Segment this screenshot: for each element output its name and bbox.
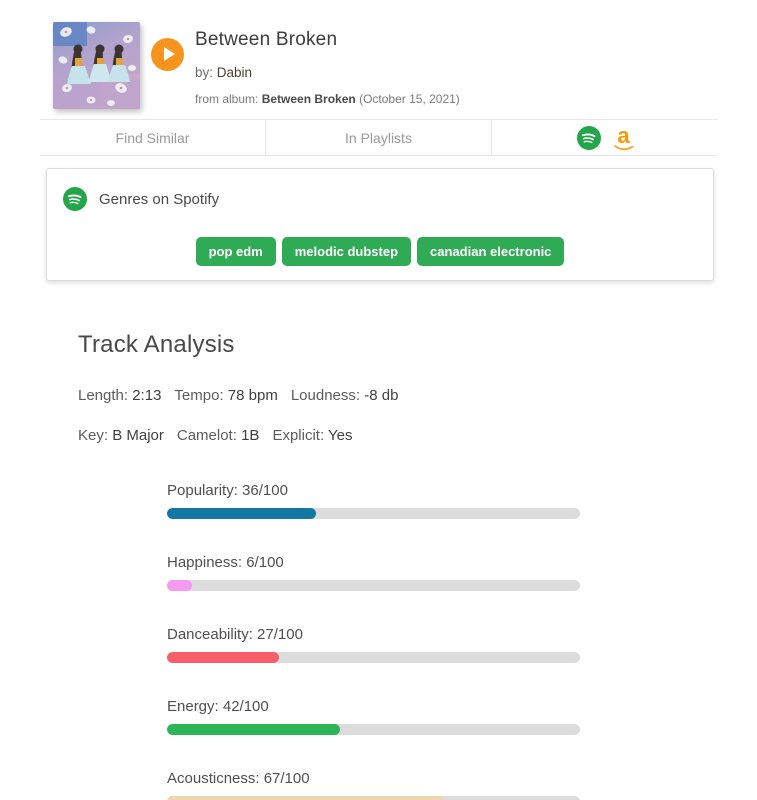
album-name: Between Broken <box>261 92 356 106</box>
stat-explicit: Explicit: Yes <box>272 427 353 444</box>
genre-tag-melodic-dubstep[interactable]: melodic dubstep <box>281 237 412 266</box>
genres-card-title: Genres on Spotify <box>99 190 220 208</box>
track-meta: Between Broken by: Dabin from album: Bet… <box>195 22 460 106</box>
metric-happiness: Happiness: 6/100 <box>167 554 580 591</box>
progress-track <box>167 508 580 519</box>
stat-tempo: Tempo: 78 bpm <box>174 387 278 404</box>
metric-label: Happiness: 6/100 <box>167 554 284 571</box>
by-label: by: <box>195 65 214 80</box>
stat-loudness: Loudness: -8 db <box>290 387 399 404</box>
stats-row-2: Key: B Major Camelot: 1B Explicit: Yes <box>78 427 757 444</box>
amazon-icon[interactable]: a <box>613 122 634 150</box>
metric-danceability: Danceability: 27/100 <box>167 626 580 663</box>
progress-fill <box>167 652 279 663</box>
progress-fill <box>167 508 316 519</box>
amazon-a-glyph: a <box>617 122 630 148</box>
stat-length: Length: 2:13 <box>78 387 162 404</box>
spotify-icon <box>63 187 87 211</box>
album-art <box>53 22 140 109</box>
metric-energy: Energy: 42/100 <box>167 698 580 735</box>
track-analysis-section: Track Analysis Length: 2:13 Tempo: 78 bp… <box>0 331 757 800</box>
metric-acousticness: Acousticness: 67/100 <box>167 770 580 800</box>
tab-in-playlists[interactable]: In Playlists <box>266 120 492 155</box>
genre-tag-pop-edm[interactable]: pop edm <box>195 237 276 266</box>
stats-row-1: Length: 2:13 Tempo: 78 bpm Loudness: -8 … <box>78 387 757 404</box>
metric-popularity: Popularity: 36/100 <box>167 482 580 519</box>
progress-fill <box>167 796 444 800</box>
metric-label: Acousticness: 67/100 <box>167 770 310 787</box>
album-art-image <box>53 22 140 109</box>
metric-bars: Popularity: 36/100 Happiness: 6/100 Danc… <box>167 482 580 800</box>
metric-label: Popularity: 36/100 <box>167 482 288 499</box>
from-album-label: from album: <box>195 92 259 106</box>
play-button[interactable] <box>151 38 184 71</box>
tab-bar: Find Similar In Playlists a <box>40 119 717 156</box>
metric-label: Danceability: 27/100 <box>167 626 303 643</box>
progress-fill <box>167 724 341 735</box>
service-links: a <box>492 120 717 155</box>
stat-key: Key: B Major <box>78 427 164 444</box>
genre-tag-list: pop edm melodic dubstep canadian electro… <box>63 237 697 266</box>
progress-track <box>167 724 580 735</box>
genres-card-header: Genres on Spotify <box>63 187 697 211</box>
metric-label: Energy: 42/100 <box>167 698 269 715</box>
progress-track <box>167 796 580 800</box>
artist-link[interactable]: Dabin <box>216 65 253 80</box>
album-date: (October 15, 2021) <box>359 92 460 106</box>
track-title: Between Broken <box>195 29 338 50</box>
genres-card: Genres on Spotify pop edm melodic dubste… <box>46 168 714 281</box>
progress-fill <box>167 580 192 591</box>
progress-track <box>167 580 580 591</box>
tab-find-similar[interactable]: Find Similar <box>40 120 266 155</box>
spotify-icon[interactable] <box>576 125 601 150</box>
stat-camelot: Camelot: 1B <box>176 427 260 444</box>
genre-tag-canadian-electronic[interactable]: canadian electronic <box>417 237 565 266</box>
progress-track <box>167 652 580 663</box>
track-header: Between Broken by: Dabin from album: Bet… <box>0 0 757 109</box>
track-album-line: from album: Between Broken (October 15, … <box>195 92 460 106</box>
track-artist-line: by: Dabin <box>195 65 460 80</box>
play-icon <box>164 47 175 61</box>
track-analysis-heading: Track Analysis <box>78 331 235 358</box>
